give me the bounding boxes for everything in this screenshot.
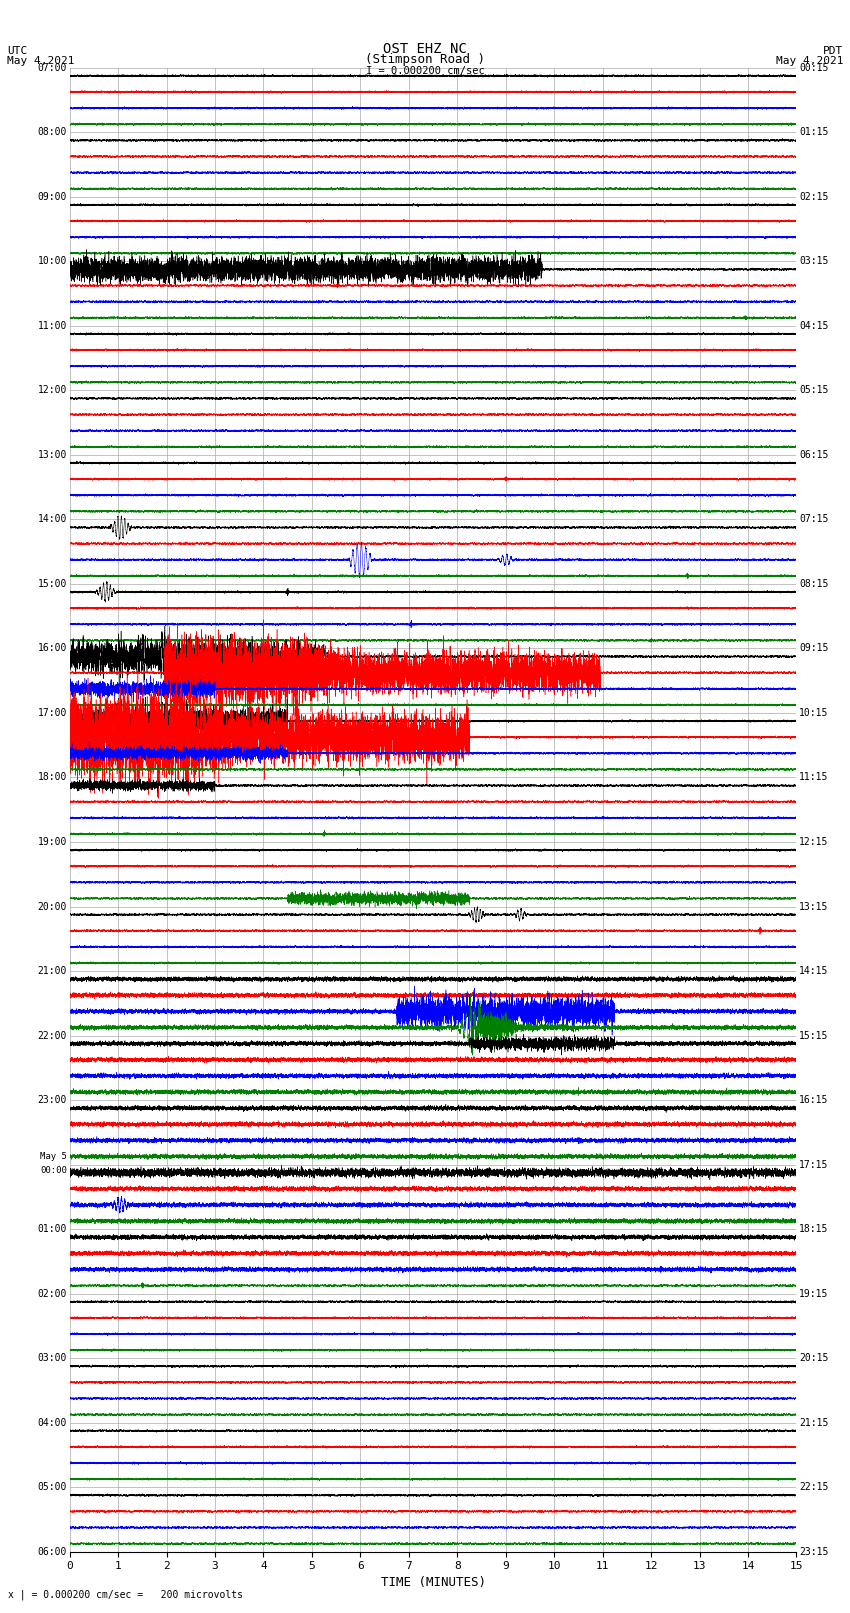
Text: 04:15: 04:15 <box>799 321 829 331</box>
Text: May 4,2021: May 4,2021 <box>7 56 74 66</box>
Text: 03:00: 03:00 <box>37 1353 67 1363</box>
Text: 07:15: 07:15 <box>799 515 829 524</box>
Text: 21:00: 21:00 <box>37 966 67 976</box>
Text: 19:00: 19:00 <box>37 837 67 847</box>
Text: UTC: UTC <box>7 45 27 56</box>
Text: 03:15: 03:15 <box>799 256 829 266</box>
Text: 21:15: 21:15 <box>799 1418 829 1428</box>
Text: 23:00: 23:00 <box>37 1095 67 1105</box>
Text: 20:00: 20:00 <box>37 902 67 911</box>
Text: 23:15: 23:15 <box>799 1547 829 1557</box>
Text: 22:15: 22:15 <box>799 1482 829 1492</box>
Text: 05:00: 05:00 <box>37 1482 67 1492</box>
Text: 12:15: 12:15 <box>799 837 829 847</box>
Text: 10:00: 10:00 <box>37 256 67 266</box>
Text: 18:15: 18:15 <box>799 1224 829 1234</box>
Text: 15:15: 15:15 <box>799 1031 829 1040</box>
Text: 00:00: 00:00 <box>40 1166 67 1174</box>
Text: 17:15: 17:15 <box>799 1160 829 1169</box>
Text: 13:15: 13:15 <box>799 902 829 911</box>
Text: 18:00: 18:00 <box>37 773 67 782</box>
Text: x | = 0.000200 cm/sec =   200 microvolts: x | = 0.000200 cm/sec = 200 microvolts <box>8 1589 243 1600</box>
Text: I = 0.000200 cm/sec: I = 0.000200 cm/sec <box>366 66 484 76</box>
Text: 19:15: 19:15 <box>799 1289 829 1298</box>
Text: 09:15: 09:15 <box>799 644 829 653</box>
Text: PDT: PDT <box>823 45 843 56</box>
Text: 09:00: 09:00 <box>37 192 67 202</box>
Text: 02:00: 02:00 <box>37 1289 67 1298</box>
Text: 14:15: 14:15 <box>799 966 829 976</box>
Text: 08:00: 08:00 <box>37 127 67 137</box>
Text: 22:00: 22:00 <box>37 1031 67 1040</box>
Text: 08:15: 08:15 <box>799 579 829 589</box>
Text: 05:15: 05:15 <box>799 386 829 395</box>
Text: 17:00: 17:00 <box>37 708 67 718</box>
Text: 16:00: 16:00 <box>37 644 67 653</box>
Text: 14:00: 14:00 <box>37 515 67 524</box>
Text: May 4,2021: May 4,2021 <box>776 56 843 66</box>
Text: 15:00: 15:00 <box>37 579 67 589</box>
Text: 11:15: 11:15 <box>799 773 829 782</box>
Text: OST EHZ NC: OST EHZ NC <box>383 42 467 56</box>
Text: 06:00: 06:00 <box>37 1547 67 1557</box>
Text: 10:15: 10:15 <box>799 708 829 718</box>
Text: 01:15: 01:15 <box>799 127 829 137</box>
Text: 07:00: 07:00 <box>37 63 67 73</box>
Text: May 5: May 5 <box>40 1152 67 1161</box>
Text: 06:15: 06:15 <box>799 450 829 460</box>
Text: 02:15: 02:15 <box>799 192 829 202</box>
Text: 00:15: 00:15 <box>799 63 829 73</box>
Text: 16:15: 16:15 <box>799 1095 829 1105</box>
Text: 13:00: 13:00 <box>37 450 67 460</box>
Text: 11:00: 11:00 <box>37 321 67 331</box>
Text: 12:00: 12:00 <box>37 386 67 395</box>
X-axis label: TIME (MINUTES): TIME (MINUTES) <box>381 1576 485 1589</box>
Text: 20:15: 20:15 <box>799 1353 829 1363</box>
Text: 01:00: 01:00 <box>37 1224 67 1234</box>
Text: (Stimpson Road ): (Stimpson Road ) <box>365 53 485 66</box>
Text: 04:00: 04:00 <box>37 1418 67 1428</box>
